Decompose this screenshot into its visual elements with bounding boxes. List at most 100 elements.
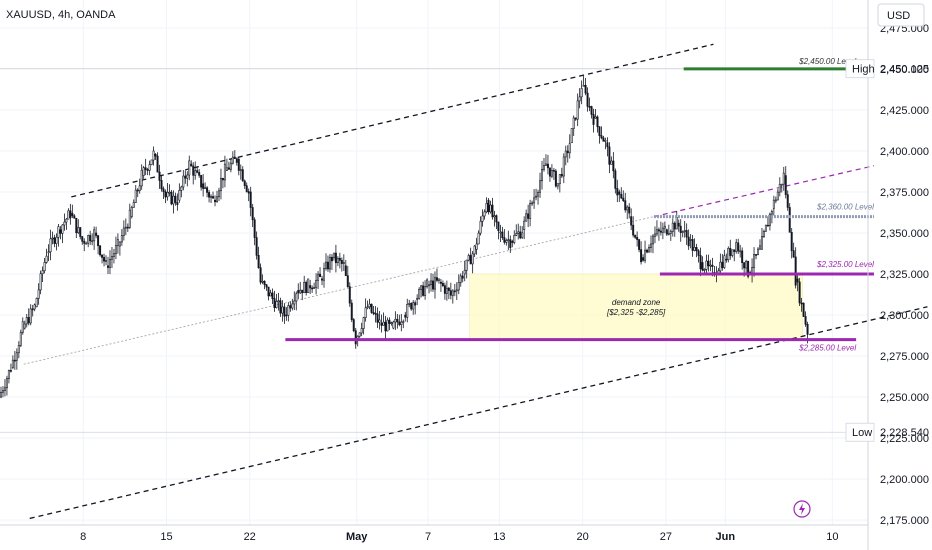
candle-body	[27, 317, 30, 324]
currency-button-box[interactable]	[877, 3, 925, 27]
level-label: $2,285.00 Level	[798, 344, 856, 353]
candle-body	[572, 117, 575, 129]
lightning-icon[interactable]	[793, 500, 811, 518]
candle-body	[87, 235, 90, 244]
candle-body	[108, 258, 111, 268]
candle-body	[200, 175, 203, 188]
candle-body	[41, 270, 44, 275]
candle-body	[406, 303, 409, 318]
candle-body	[364, 307, 367, 318]
candle-body	[663, 225, 666, 229]
candle-body	[723, 255, 726, 268]
candle-body	[533, 197, 536, 204]
candle-body	[101, 254, 104, 258]
candle-body	[481, 215, 484, 222]
candle-body	[745, 260, 748, 269]
price-levels: $2,450.00 Level $2,360.00 Level $2,325.00 …	[285, 57, 874, 353]
candle-body	[695, 247, 698, 252]
candle-body	[410, 303, 413, 310]
candle-body	[315, 279, 318, 288]
candle-body	[59, 229, 62, 234]
candle-body	[558, 174, 561, 185]
candle-body	[176, 202, 179, 205]
candle-body	[15, 352, 18, 361]
candle-body	[136, 189, 139, 192]
candle-body	[219, 177, 222, 192]
candle-body	[588, 106, 591, 108]
candle-body	[606, 142, 609, 148]
candle-body	[447, 287, 450, 291]
candle-body	[646, 249, 649, 253]
candle-body	[529, 203, 532, 219]
candle-body	[667, 233, 670, 235]
lightning-icon-bolt	[799, 503, 805, 515]
x-tick-label: 22	[244, 531, 256, 543]
candle-body	[9, 370, 12, 372]
candle-body	[223, 163, 226, 181]
candle-body	[665, 229, 668, 235]
candle-body	[366, 306, 369, 309]
candle-body	[128, 209, 131, 228]
candle-body	[416, 297, 419, 300]
candle-body	[792, 250, 795, 258]
candle-body	[261, 280, 264, 283]
candle-body	[800, 302, 803, 305]
currency-button[interactable]: USD	[877, 3, 925, 27]
candle-body	[400, 321, 403, 325]
candle-body	[483, 211, 486, 217]
candle-body	[727, 247, 730, 260]
candle-body	[99, 245, 102, 256]
candle-body	[525, 213, 528, 222]
candle-body	[697, 250, 700, 256]
candle-body	[168, 191, 171, 194]
candle-body	[622, 197, 625, 201]
candle-body	[225, 167, 228, 171]
candle-body	[774, 199, 777, 202]
channel-lower-line	[29, 306, 928, 520]
candle-body	[780, 183, 783, 186]
candle-body	[655, 229, 658, 235]
candle-body	[35, 298, 38, 308]
candle-body	[188, 160, 191, 176]
candle-body	[388, 319, 391, 324]
candle-body	[473, 245, 476, 255]
candle-body	[81, 236, 84, 242]
candle-body	[317, 273, 320, 281]
candle-body	[683, 230, 686, 232]
candle-body	[477, 232, 480, 245]
candle-body	[786, 194, 789, 208]
candle-body	[309, 285, 312, 289]
candle-body	[178, 190, 181, 201]
candle-body	[340, 260, 343, 264]
candle-body	[614, 170, 617, 189]
candle-body	[471, 253, 474, 265]
candle-body	[382, 321, 385, 326]
candle-body	[414, 302, 417, 306]
candle-body	[644, 249, 647, 261]
candle-body	[729, 247, 732, 256]
candle-body	[770, 211, 773, 215]
candle-body	[650, 243, 652, 248]
candle-body	[65, 218, 68, 223]
candle-body	[112, 253, 115, 257]
candle-body	[208, 192, 211, 198]
candle-body	[239, 169, 242, 171]
candle-body	[554, 170, 557, 187]
candle-body	[689, 239, 692, 241]
candle-body	[368, 303, 371, 308]
candle-body	[198, 172, 201, 176]
candle-body	[249, 191, 252, 208]
x-tick-label: Jun	[716, 531, 736, 543]
candle-body	[77, 227, 80, 234]
candle-body	[499, 231, 502, 234]
candle-body	[39, 273, 42, 291]
candle-body	[210, 196, 213, 198]
candle-body	[759, 245, 761, 250]
candle-body	[0, 391, 2, 398]
rising-wedge-line	[653, 165, 875, 218]
candle-body	[574, 117, 577, 120]
y-tick-label: 2,200.000	[880, 474, 929, 486]
candle-body	[170, 191, 173, 205]
candle-body	[733, 249, 736, 252]
